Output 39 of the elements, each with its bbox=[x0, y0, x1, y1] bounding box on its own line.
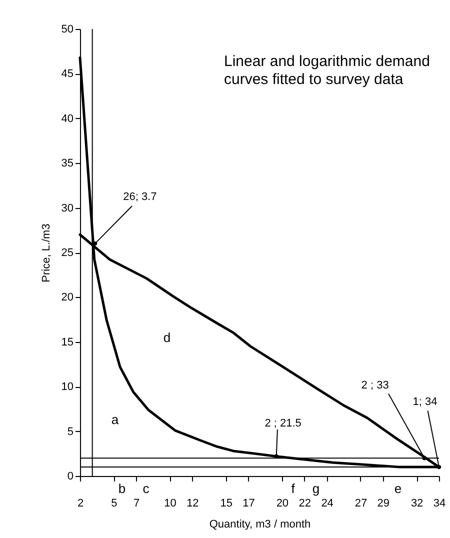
y-tick-label: 0 bbox=[67, 470, 74, 482]
x-tick-label: 20 bbox=[276, 498, 289, 510]
x-tick-label: 27 bbox=[354, 498, 368, 510]
annotation: 2 ; 33 bbox=[361, 380, 389, 392]
y-tick-label: 10 bbox=[61, 381, 74, 394]
x-tick-label: 17 bbox=[242, 498, 255, 510]
x-axis-title: Quantity, m3 / month bbox=[209, 518, 311, 530]
text: b bbox=[118, 481, 126, 496]
text: c bbox=[142, 481, 150, 496]
y-tick-label: 30 bbox=[61, 202, 74, 214]
x-tick-label: 12 bbox=[186, 498, 199, 510]
x-tick-label: 34 bbox=[433, 498, 446, 510]
text: e bbox=[394, 481, 402, 496]
x-tick-label: 29 bbox=[377, 498, 390, 510]
x-tick-label: 32 bbox=[410, 498, 424, 510]
text: Linear and logarithmic demand curves fitted to survey data bbox=[224, 53, 430, 88]
y-tick-label: 45 bbox=[61, 68, 74, 80]
x-tick-label: 22 bbox=[298, 498, 311, 510]
y-tick-label: 25 bbox=[61, 247, 74, 259]
x-tick-label: 15 bbox=[220, 498, 232, 510]
annotation: 26; 3.7 bbox=[123, 191, 157, 204]
text: f bbox=[291, 481, 296, 496]
y-tick-label: 15 bbox=[61, 336, 74, 348]
y-axis-title: Price, L./m3 bbox=[40, 224, 52, 282]
x-tick-label: 10 bbox=[164, 498, 176, 510]
y-tick-label: 35 bbox=[61, 158, 74, 170]
y-tick-label: 20 bbox=[61, 292, 74, 304]
x-tick-label: 24 bbox=[321, 498, 334, 510]
text: g bbox=[312, 481, 320, 496]
x-tick-label: 5 bbox=[111, 498, 118, 510]
y-tick-label: 40 bbox=[61, 112, 74, 125]
x-tick-label: 2 bbox=[77, 498, 84, 510]
annotation: d bbox=[163, 330, 171, 345]
annotation: 2 ; 21.5 bbox=[264, 417, 302, 430]
annotation: a bbox=[111, 412, 120, 427]
y-tick-label: 50 bbox=[61, 24, 74, 36]
y-tick-label: 5 bbox=[67, 426, 74, 438]
x-tick-label: 7 bbox=[134, 498, 140, 510]
annotation: 1; 34 bbox=[412, 396, 438, 408]
